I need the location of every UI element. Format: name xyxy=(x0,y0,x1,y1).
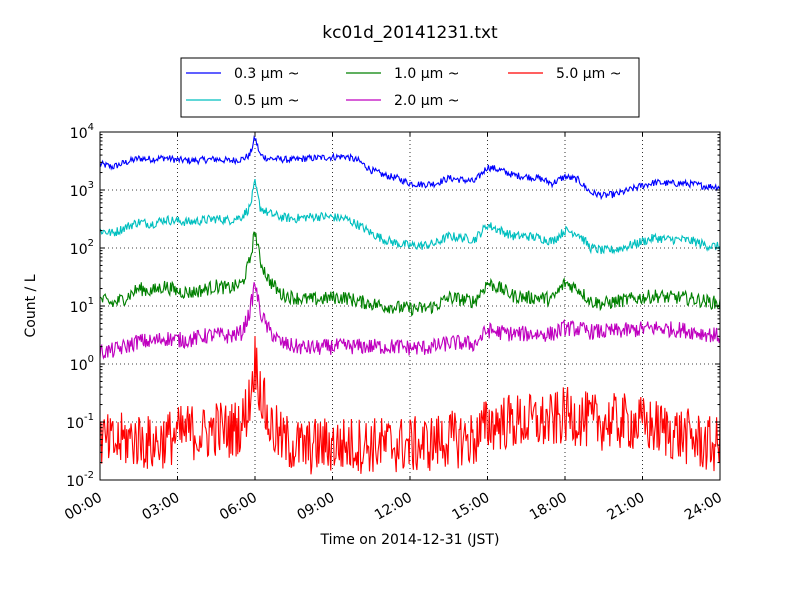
legend-label: 5.0 μm ~ xyxy=(556,66,621,82)
y-tick-label: 102 xyxy=(70,238,94,258)
legend-label: 0.3 μm ~ xyxy=(234,66,299,82)
y-axis-label: Count / L xyxy=(23,274,39,337)
x-tick-label: 12:00 xyxy=(372,490,415,524)
series-line-1 xyxy=(99,178,721,255)
series-lines xyxy=(99,135,721,475)
legend-label: 1.0 μm ~ xyxy=(394,66,459,82)
x-tick-label: 06:00 xyxy=(217,490,260,524)
x-tick-label: 18:00 xyxy=(527,490,570,524)
x-tick-label: 15:00 xyxy=(450,490,493,524)
series-line-0 xyxy=(99,135,721,201)
x-tick-label: 21:00 xyxy=(605,490,648,524)
y-tick-label: 104 xyxy=(70,122,94,142)
y-tick-label: 103 xyxy=(70,180,94,200)
chart-title: kc01d_20141231.txt xyxy=(322,23,498,43)
y-tick-label: 10-2 xyxy=(66,470,94,490)
legend-box xyxy=(180,57,640,118)
x-tick-label: 00:00 xyxy=(62,490,105,524)
series-line-4 xyxy=(99,336,721,475)
y-tick-label: 101 xyxy=(70,296,94,316)
legend-label: 2.0 μm ~ xyxy=(394,93,459,109)
x-axis-label: Time on 2014-12-31 (JST) xyxy=(320,532,500,548)
y-tick-label: 10-1 xyxy=(66,412,94,432)
series-line-3 xyxy=(99,282,721,360)
y-tick-label: 100 xyxy=(70,354,94,374)
x-tick-label: 09:00 xyxy=(295,490,338,524)
legend: 0.3 μm ~ 0.5 μm ~ 1.0 μm ~ 2.0 μm ~ 5.0 μm ~ xyxy=(186,66,621,109)
x-tick-label: 24:00 xyxy=(682,490,725,524)
legend-label: 0.5 μm ~ xyxy=(234,93,299,109)
x-tick-label: 03:00 xyxy=(140,490,183,524)
series-line-2 xyxy=(99,231,721,317)
